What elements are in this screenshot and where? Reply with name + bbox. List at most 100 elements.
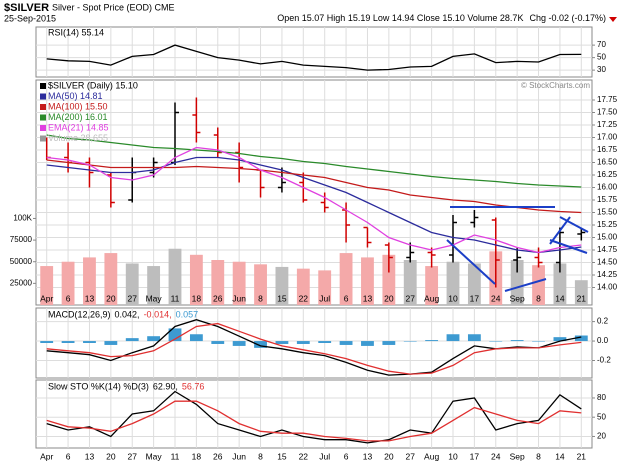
bar bbox=[361, 257, 374, 305]
x-tick-label: Sep bbox=[510, 293, 525, 303]
bar bbox=[339, 253, 353, 305]
bar bbox=[425, 340, 439, 342]
series-line bbox=[46, 322, 582, 375]
bar bbox=[104, 253, 118, 305]
series-line bbox=[46, 400, 582, 442]
y-tick-label: 14.75 bbox=[597, 245, 618, 254]
bar bbox=[275, 341, 289, 344]
x-tick-label: 18 bbox=[192, 451, 202, 461]
y-tick-label: 14.25 bbox=[597, 270, 618, 279]
bar bbox=[403, 260, 417, 305]
x-tick-label: Apr bbox=[40, 451, 53, 461]
x-tick-label: 6 bbox=[66, 451, 71, 461]
bar bbox=[339, 341, 353, 345]
panel-frame bbox=[35, 26, 593, 78]
legend-entry: RSI(14) 55.14 bbox=[48, 27, 104, 37]
instrument-name: Silver - Spot Price (EOD) CME bbox=[52, 2, 175, 12]
bar bbox=[83, 341, 96, 343]
y-tick-label: 15.00 bbox=[597, 233, 618, 242]
trendlines bbox=[446, 206, 589, 292]
y-tick-label: 17.50 bbox=[597, 108, 618, 117]
bar bbox=[467, 334, 481, 342]
x-tick-label: 20 bbox=[106, 451, 116, 461]
x-tick-label: 26 bbox=[213, 451, 223, 461]
y-tick-label: 15.50 bbox=[597, 208, 618, 217]
series-line bbox=[46, 390, 582, 444]
bar bbox=[553, 263, 567, 305]
x-tick-label: 8 bbox=[258, 293, 263, 303]
bar bbox=[40, 341, 54, 343]
series-line bbox=[46, 159, 582, 214]
trendline bbox=[559, 216, 589, 233]
bar bbox=[446, 334, 460, 342]
quote: Open 15.07 High 15.19 Low 14.94 Close 15… bbox=[277, 13, 606, 23]
legend-entry: MA(100) 15.50 bbox=[48, 101, 108, 111]
bar bbox=[318, 270, 332, 305]
series-line bbox=[46, 319, 582, 376]
panel-title: Slow STO %K(14) %D(3) bbox=[48, 381, 149, 391]
legend-entry: EMA(21) 14.85 bbox=[48, 122, 109, 132]
x-tick-label: 20 bbox=[384, 451, 394, 461]
y-tick-label: 15.25 bbox=[597, 220, 618, 229]
series-line bbox=[46, 44, 582, 71]
bar bbox=[403, 341, 417, 342]
legend-entry: 0.042, bbox=[115, 309, 140, 319]
x-tick-label: 13 bbox=[85, 293, 95, 303]
x-tick-label: Aug bbox=[424, 293, 439, 303]
y-tick-label: 16.75 bbox=[597, 145, 618, 154]
symbol: $SILVER bbox=[4, 2, 49, 14]
bar bbox=[510, 340, 524, 342]
x-tick-label: 17 bbox=[470, 293, 480, 303]
bar bbox=[211, 260, 225, 305]
bar bbox=[532, 341, 545, 342]
legend-swatch bbox=[40, 83, 46, 89]
legend-entry: 62.90, bbox=[153, 381, 178, 391]
x-tick-label: 17 bbox=[470, 451, 480, 461]
x-tick-label: 6 bbox=[344, 451, 349, 461]
x-tick-label: Jul bbox=[319, 293, 330, 303]
x-tick-label: 14 bbox=[555, 293, 565, 303]
bar bbox=[489, 341, 503, 342]
y-tick-label: 0.2 bbox=[597, 317, 609, 326]
bar bbox=[104, 341, 118, 345]
legend-entry: 0.057 bbox=[176, 309, 199, 319]
x-tick-label: 13 bbox=[363, 451, 373, 461]
x-tick-label: Apr bbox=[40, 293, 53, 303]
x-tick-label: May bbox=[146, 451, 163, 461]
bar bbox=[125, 338, 139, 342]
bar bbox=[61, 341, 75, 343]
bar bbox=[168, 248, 182, 305]
panel-title: MACD(12,26,9) bbox=[48, 309, 111, 319]
legend-swatch bbox=[40, 93, 46, 100]
y-tick-label: 20 bbox=[597, 432, 606, 441]
bar bbox=[510, 260, 524, 305]
x-tick-label: Sep bbox=[510, 451, 525, 461]
x-tick-label: 8 bbox=[536, 451, 541, 461]
y-tick-label: 30 bbox=[597, 65, 606, 74]
series-line bbox=[46, 156, 582, 254]
x-tick-label: 21 bbox=[577, 451, 587, 461]
y-tick-label: 17.75 bbox=[597, 95, 618, 104]
bar bbox=[446, 261, 460, 305]
y-tick-label: 16.00 bbox=[597, 183, 618, 192]
bar bbox=[232, 261, 246, 305]
x-tick-label: 22 bbox=[299, 451, 309, 461]
x-tick-label: 11 bbox=[171, 293, 180, 303]
y-tick-label: 15.75 bbox=[597, 195, 618, 204]
series-line bbox=[46, 146, 582, 254]
y2-tick-label: 75000 bbox=[10, 235, 33, 244]
legend-swatch bbox=[40, 135, 46, 142]
bar bbox=[40, 266, 54, 305]
x-tick-label: 8 bbox=[258, 451, 263, 461]
legend-swatch bbox=[40, 114, 46, 121]
y2-tick-label: 25000 bbox=[10, 278, 33, 287]
y-tick-label: -0.2 bbox=[597, 356, 611, 365]
y-tick-label: 70 bbox=[597, 40, 606, 49]
bar bbox=[425, 266, 439, 305]
bar bbox=[232, 341, 246, 346]
x-tick-label: 15 bbox=[277, 293, 287, 303]
x-tick-label: 8 bbox=[536, 293, 541, 303]
y2-tick-label: 50000 bbox=[10, 257, 33, 266]
legend-swatch bbox=[40, 125, 46, 131]
x-tick-label: 27 bbox=[405, 451, 415, 461]
